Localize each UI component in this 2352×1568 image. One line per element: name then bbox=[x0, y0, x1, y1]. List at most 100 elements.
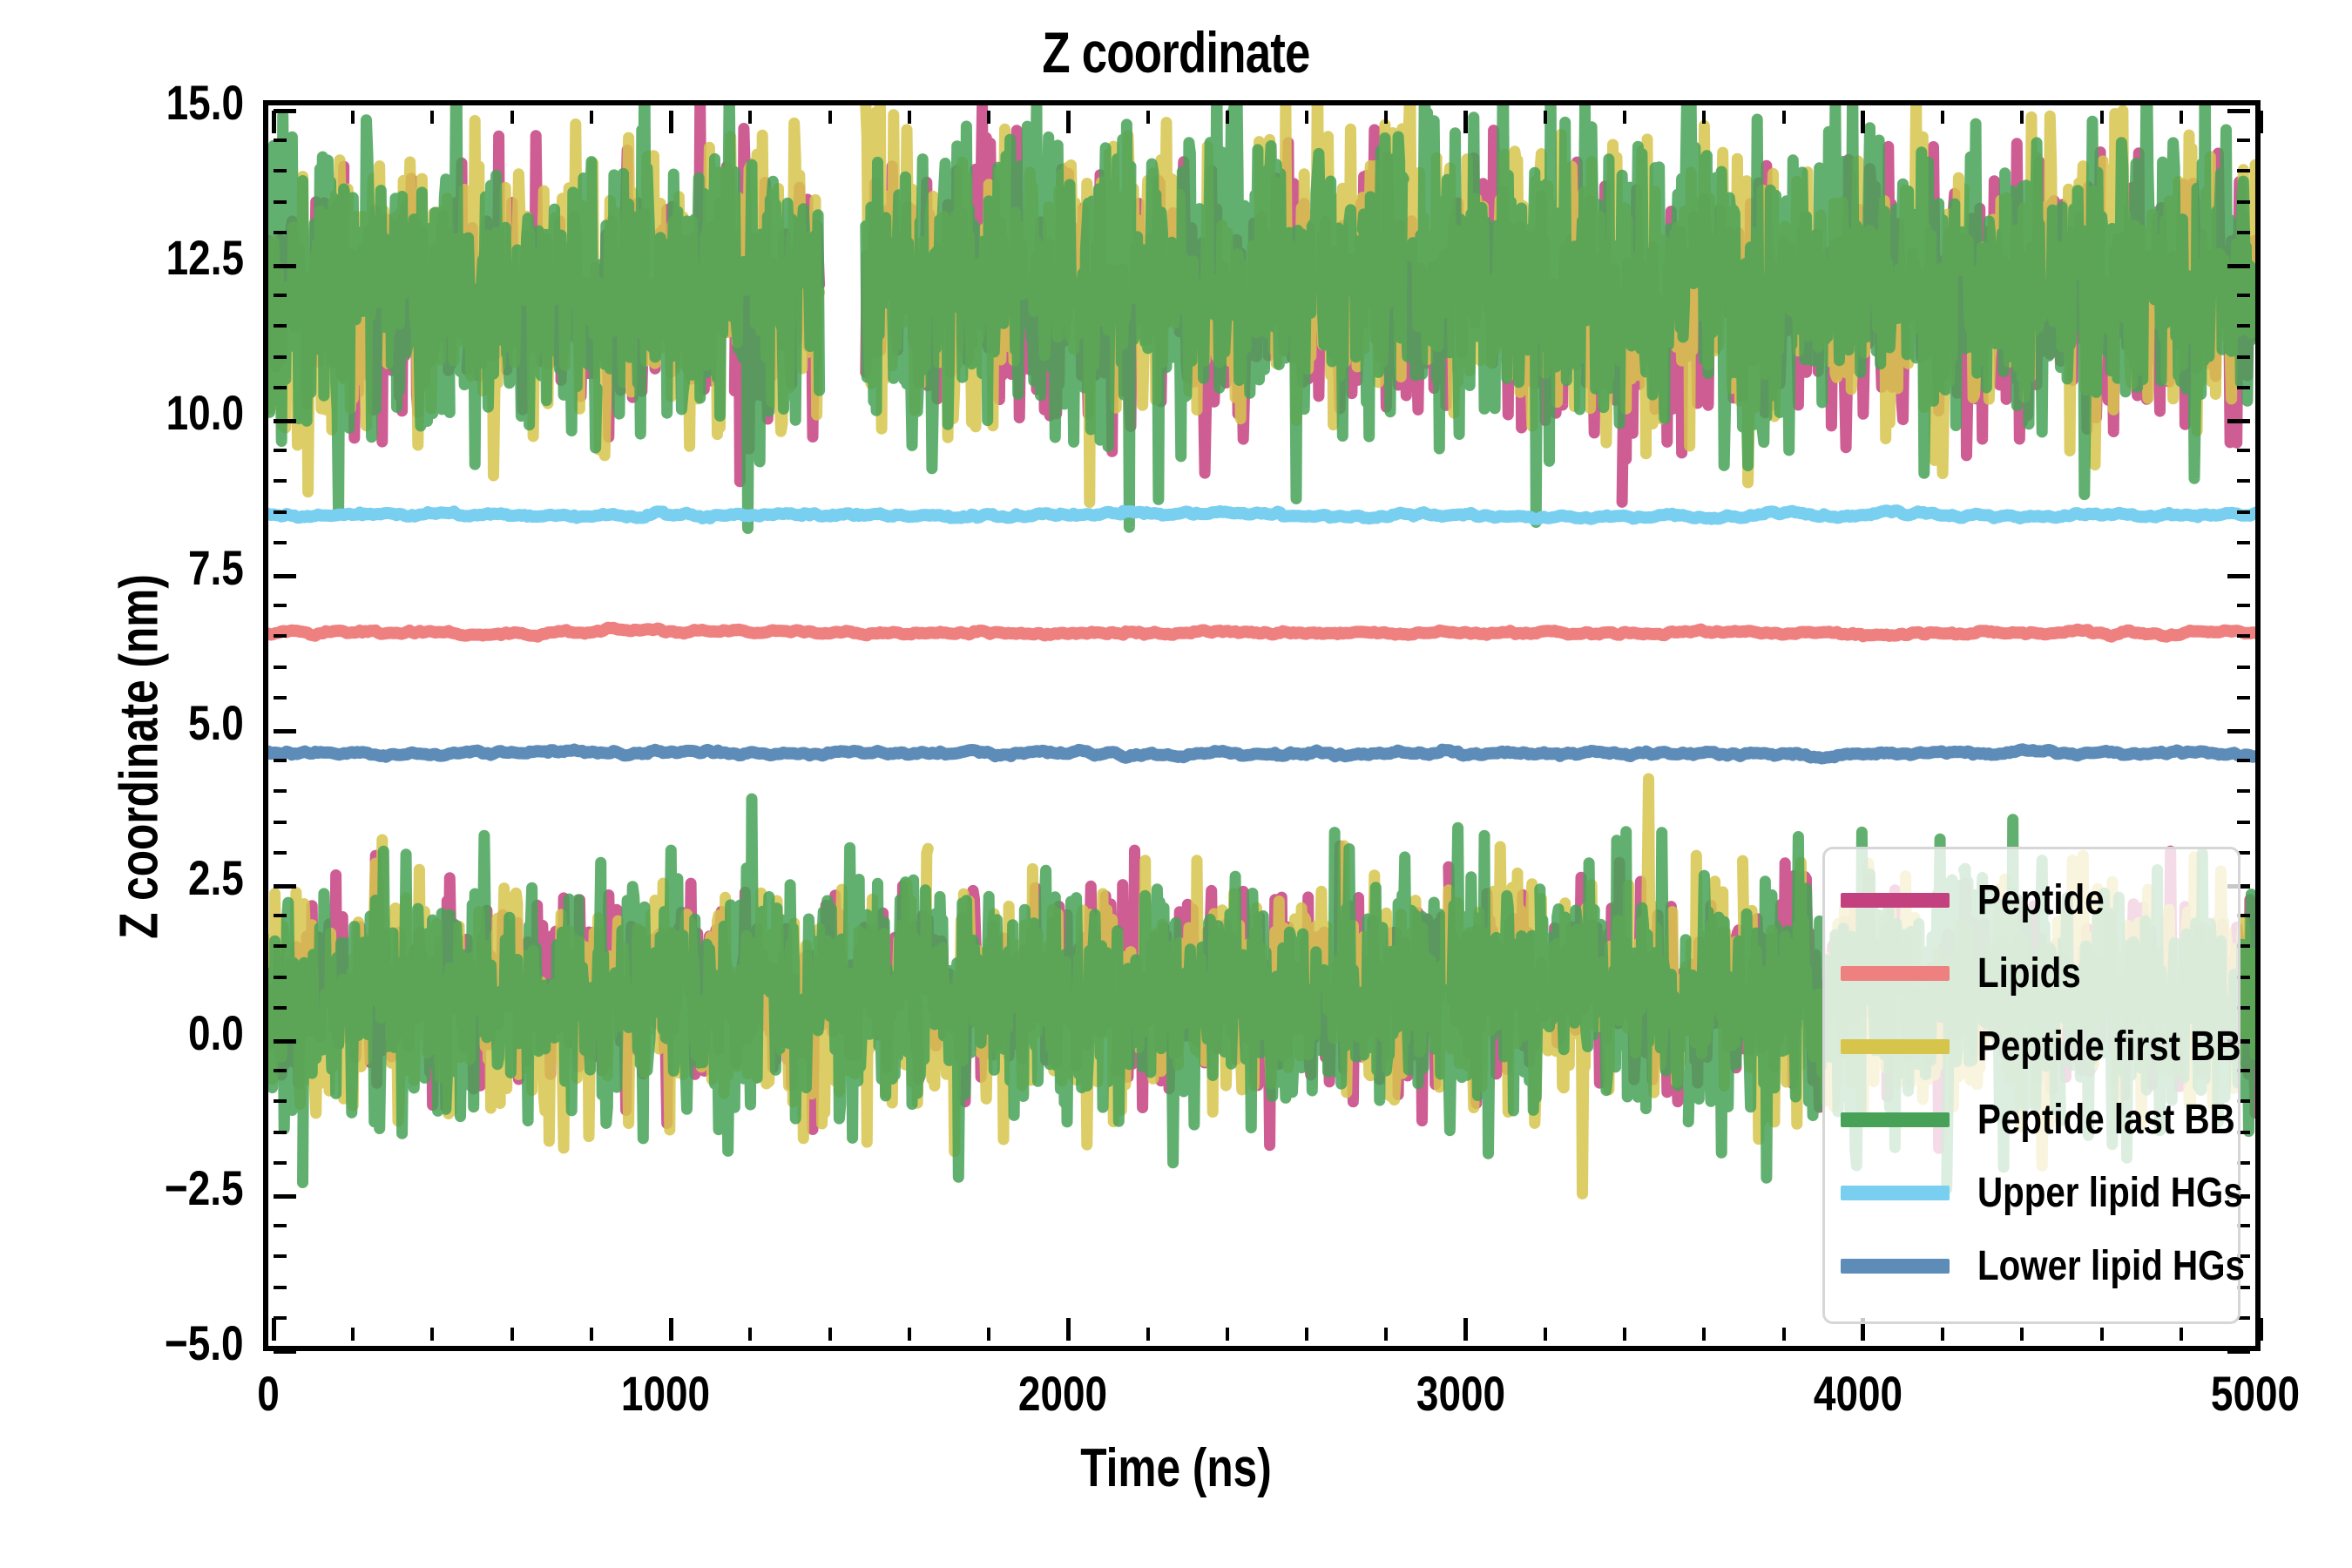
y-minor-tick bbox=[274, 1161, 287, 1166]
y-tick-label: 0.0 bbox=[188, 1005, 244, 1060]
y-major-tick bbox=[274, 263, 296, 268]
x-minor-tick-top bbox=[510, 111, 514, 124]
legend-item[interactable]: Peptide first BB bbox=[1841, 1010, 2240, 1083]
y-minor-tick-right bbox=[2237, 1223, 2250, 1227]
y-minor-tick-right bbox=[2237, 231, 2250, 235]
legend-item[interactable]: Peptide last BB bbox=[1841, 1083, 2235, 1156]
x-minor-tick bbox=[2099, 1328, 2104, 1341]
x-tick-label: 2000 bbox=[1018, 1366, 1108, 1421]
x-minor-tick-top bbox=[1941, 111, 1945, 124]
x-tick-label: 3000 bbox=[1416, 1366, 1505, 1421]
page-title: Z coordinate bbox=[1042, 20, 1310, 84]
x-minor-tick-top bbox=[1384, 111, 1389, 124]
y-minor-tick bbox=[274, 634, 287, 639]
x-minor-tick-top bbox=[1702, 111, 1707, 124]
y-minor-tick-right bbox=[2237, 1161, 2250, 1166]
y-major-tick-right bbox=[2227, 573, 2250, 578]
y-minor-tick bbox=[274, 293, 287, 297]
y-tick-label: 15.0 bbox=[166, 75, 244, 130]
x-minor-tick-top bbox=[351, 111, 355, 124]
series-line-4 bbox=[268, 504, 2255, 525]
y-minor-tick-right bbox=[2237, 448, 2250, 452]
y-minor-tick-right bbox=[2237, 1006, 2250, 1010]
x-minor-tick-top bbox=[1305, 111, 1309, 124]
y-minor-tick bbox=[274, 386, 287, 390]
y-minor-tick-right bbox=[2237, 603, 2250, 607]
x-minor-tick-top bbox=[907, 111, 911, 124]
y-minor-tick bbox=[274, 324, 287, 328]
legend-item[interactable]: Lipids bbox=[1841, 936, 2222, 1010]
x-minor-tick-top bbox=[828, 111, 832, 124]
legend-swatch-peptide-last-bb bbox=[1841, 1112, 1950, 1127]
legend-item[interactable]: Lower lipid HGs bbox=[1841, 1229, 2245, 1302]
x-major-tick bbox=[1463, 1318, 1469, 1341]
x-minor-tick bbox=[1146, 1328, 1150, 1341]
legend-swatch-peptide-first-bb bbox=[1841, 1038, 1950, 1054]
x-major-tick-top bbox=[271, 111, 276, 133]
y-minor-tick-right bbox=[2237, 138, 2250, 142]
legend-label: Lower lipid HGs bbox=[1977, 1242, 2245, 1289]
y-minor-tick-right bbox=[2237, 1099, 2250, 1104]
y-minor-tick-right bbox=[2237, 199, 2250, 204]
x-minor-tick-top bbox=[2179, 111, 2183, 124]
x-minor-tick-top bbox=[1146, 111, 1150, 124]
y-minor-tick bbox=[274, 789, 287, 794]
y-minor-tick bbox=[274, 851, 287, 855]
y-major-tick bbox=[274, 883, 296, 889]
y-minor-tick-right bbox=[2237, 169, 2250, 173]
y-minor-tick-right bbox=[2237, 975, 2250, 979]
y-tick-label: 7.5 bbox=[188, 540, 244, 595]
legend: Peptide Lipids Peptide first BB Peptide las… bbox=[1822, 847, 2245, 1324]
y-tick-label: −2.5 bbox=[165, 1160, 244, 1215]
y-tick-label: 10.0 bbox=[166, 385, 244, 440]
y-major-tick bbox=[274, 1348, 296, 1354]
x-minor-tick-top bbox=[1781, 111, 1786, 124]
y-minor-tick-right bbox=[2237, 665, 2250, 669]
y-minor-tick bbox=[274, 1068, 287, 1072]
x-minor-tick bbox=[351, 1328, 355, 1341]
x-minor-tick bbox=[430, 1328, 435, 1341]
y-major-tick-right bbox=[2227, 263, 2250, 268]
y-major-tick-right bbox=[2227, 728, 2250, 733]
x-major-tick-top bbox=[1463, 111, 1469, 133]
y-minor-tick bbox=[274, 1099, 287, 1104]
x-minor-tick-top bbox=[1543, 111, 1547, 124]
x-minor-tick bbox=[987, 1328, 991, 1341]
x-minor-tick bbox=[1781, 1328, 1786, 1341]
x-major-tick-top bbox=[2258, 111, 2263, 133]
x-minor-tick-top bbox=[987, 111, 991, 124]
y-minor-tick-right bbox=[2237, 355, 2250, 359]
y-minor-tick-right bbox=[2237, 479, 2250, 483]
y-minor-tick bbox=[274, 1006, 287, 1010]
legend-swatch-peptide bbox=[1841, 892, 1950, 908]
legend-swatch-lipids bbox=[1841, 965, 1950, 981]
y-minor-tick-right bbox=[2237, 1130, 2250, 1134]
y-minor-tick bbox=[274, 696, 287, 700]
y-minor-tick-right bbox=[2237, 1285, 2250, 1289]
x-tick-label: 5000 bbox=[2210, 1366, 2301, 1421]
series-line-5 bbox=[268, 743, 2255, 765]
y-minor-tick bbox=[274, 541, 287, 545]
legend-item[interactable]: Peptide bbox=[1841, 863, 2222, 936]
x-major-tick bbox=[668, 1318, 673, 1341]
y-minor-tick-right bbox=[2237, 758, 2250, 762]
legend-swatch-upper-lipid-hgs bbox=[1841, 1185, 1950, 1200]
x-major-tick-top bbox=[668, 111, 673, 133]
x-minor-tick bbox=[1225, 1328, 1229, 1341]
series-line-1 bbox=[268, 621, 2255, 643]
y-minor-tick bbox=[274, 510, 287, 514]
y-minor-tick-right bbox=[2237, 1316, 2250, 1321]
y-minor-tick bbox=[274, 355, 287, 359]
y-major-tick bbox=[274, 573, 296, 578]
y-major-tick bbox=[274, 728, 296, 733]
y-minor-tick bbox=[274, 448, 287, 452]
x-tick-label: 4000 bbox=[1813, 1366, 1903, 1421]
x-minor-tick bbox=[510, 1328, 514, 1341]
y-axis-label: Z coordinate (nm) bbox=[109, 574, 170, 939]
x-tick-label: 0 bbox=[257, 1366, 280, 1421]
legend-label: Lipids bbox=[1977, 950, 2081, 997]
x-axis-label: Time (ns) bbox=[1080, 1438, 1272, 1498]
y-minor-tick bbox=[274, 944, 287, 949]
legend-item[interactable]: Upper lipid HGs bbox=[1841, 1156, 2243, 1229]
